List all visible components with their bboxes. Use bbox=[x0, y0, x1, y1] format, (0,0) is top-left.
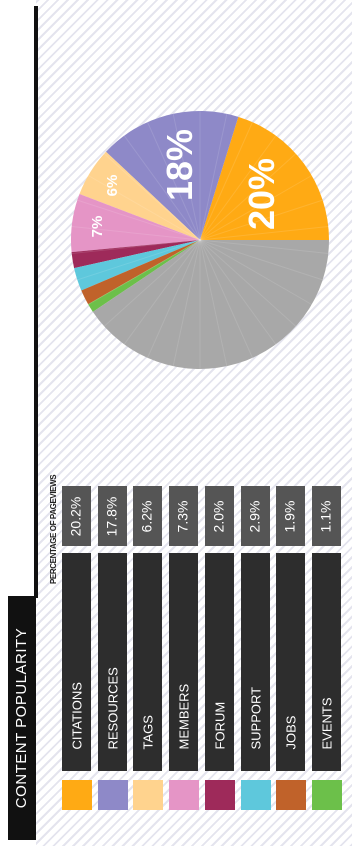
pie-texture-ray bbox=[199, 239, 253, 359]
legend-percent-text: 1.1% bbox=[317, 500, 334, 533]
pie-texture-ray bbox=[103, 153, 201, 241]
legend-label-text: MEMBERS bbox=[176, 683, 192, 750]
legend-percent-jobs: 1.9% bbox=[276, 486, 306, 546]
pie-texture-ray bbox=[199, 113, 228, 241]
chart-title: CONTENT POPULARITY bbox=[13, 627, 30, 809]
pie-slice-jobs bbox=[81, 240, 200, 305]
legend-header: PERCENTAGE OF PAGEVIEWS bbox=[49, 474, 58, 584]
pie-texture-ray bbox=[71, 239, 201, 254]
legend-label-text: FORUM bbox=[212, 701, 228, 750]
legend-label-support: SUPPORT bbox=[240, 553, 270, 771]
legend-swatch-tags bbox=[133, 780, 164, 810]
pie-texture-ray bbox=[123, 239, 201, 345]
legend-percent-citations: 20.2% bbox=[62, 486, 91, 546]
pie-slice-members bbox=[71, 194, 200, 253]
legend-label-citations: CITATIONS bbox=[62, 553, 91, 771]
pie-texture-ray bbox=[77, 239, 201, 281]
pie-texture-ray bbox=[199, 226, 329, 241]
legend-percent-text: 1.9% bbox=[281, 500, 298, 533]
legend-swatch-citations bbox=[62, 780, 92, 810]
legend-label-members: MEMBERS bbox=[169, 553, 199, 771]
legend-label-tags: TAGS bbox=[133, 553, 163, 771]
legend-percent-resources: 17.8% bbox=[97, 486, 127, 546]
pie-texture-ray bbox=[199, 239, 277, 345]
legend-percent-events: 1.1% bbox=[311, 486, 341, 546]
pie-label-citations: 20% bbox=[241, 158, 283, 231]
legend-label-forum: FORUM bbox=[204, 553, 234, 771]
legend-swatch-forum bbox=[204, 780, 235, 810]
legend-swatch-support bbox=[240, 780, 271, 810]
pie-chart bbox=[71, 111, 329, 370]
pie-texture-ray bbox=[88, 239, 201, 305]
pie-slice-citations bbox=[200, 116, 329, 240]
pie-texture-ray bbox=[199, 239, 323, 281]
pie-texture-ray bbox=[103, 239, 201, 327]
pie-texture-ray bbox=[199, 153, 297, 241]
pie-texture-ray bbox=[199, 135, 277, 241]
pie-texture-ray bbox=[77, 199, 201, 241]
pie-texture-ray bbox=[147, 239, 201, 359]
pie-slice-tags bbox=[79, 151, 200, 240]
legend-label-text: EVENTS bbox=[319, 697, 335, 750]
pie-label-members: 7% bbox=[89, 215, 107, 237]
legend-percent-members: 7.3% bbox=[169, 486, 199, 546]
pie-slice-other bbox=[92, 240, 329, 370]
pie-texture-ray bbox=[199, 239, 297, 327]
legend-label-events: EVENTS bbox=[311, 553, 341, 771]
legend-percent-tags: 6.2% bbox=[133, 486, 163, 546]
pie-texture-ray bbox=[123, 135, 201, 241]
pie-texture-ray bbox=[199, 239, 312, 305]
pie-slice-resources bbox=[105, 111, 239, 240]
legend-percent-text: 17.8% bbox=[103, 496, 120, 537]
pie-texture-ray bbox=[147, 121, 201, 241]
legend-swatch-resources bbox=[97, 780, 128, 810]
pie-label-resources: 18% bbox=[159, 129, 201, 202]
divider-line bbox=[34, 6, 38, 598]
pie-texture-ray bbox=[71, 226, 201, 241]
pie-texture-ray bbox=[199, 175, 312, 241]
pie-texture-ray bbox=[172, 239, 201, 367]
legend-swatch-members bbox=[169, 780, 200, 810]
legend-label-resources: RESOURCES bbox=[97, 553, 127, 771]
legend-swatch-events bbox=[311, 780, 342, 810]
legend-label-text: RESOURCES bbox=[105, 667, 121, 750]
legend-label-text: SUPPORT bbox=[248, 686, 263, 750]
legend-label-text: CITATIONS bbox=[69, 682, 85, 750]
legend-percent-text: 6.2% bbox=[138, 500, 155, 533]
pie-texture-ray bbox=[172, 113, 201, 241]
legend-percent-text: 20.2% bbox=[67, 496, 84, 537]
legend-label-text: JOBS bbox=[283, 715, 299, 750]
legend-label-jobs: JOBS bbox=[276, 553, 306, 771]
legend-percent-text: 2.9% bbox=[246, 500, 262, 533]
legend-percent-forum: 2.0% bbox=[204, 486, 234, 546]
pie-slice-support bbox=[74, 240, 200, 291]
legend-swatch-jobs bbox=[276, 780, 307, 810]
pie-texture-ray bbox=[88, 175, 201, 241]
legend-percent-text: 7.3% bbox=[174, 500, 191, 533]
legend-label-text: TAGS bbox=[140, 715, 156, 750]
pie-label-tags: 6% bbox=[104, 174, 122, 197]
pie-texture-ray bbox=[199, 239, 228, 367]
pie-slice-events bbox=[88, 240, 200, 312]
pie-texture-ray bbox=[199, 121, 253, 241]
pie-texture-ray bbox=[199, 199, 323, 241]
legend-percent-text: 2.0% bbox=[210, 500, 227, 533]
title-box bbox=[8, 596, 36, 840]
legend-percent-support: 2.9% bbox=[240, 486, 270, 546]
pie-slice-forum bbox=[71, 240, 200, 269]
pie-texture-ray bbox=[199, 239, 329, 254]
